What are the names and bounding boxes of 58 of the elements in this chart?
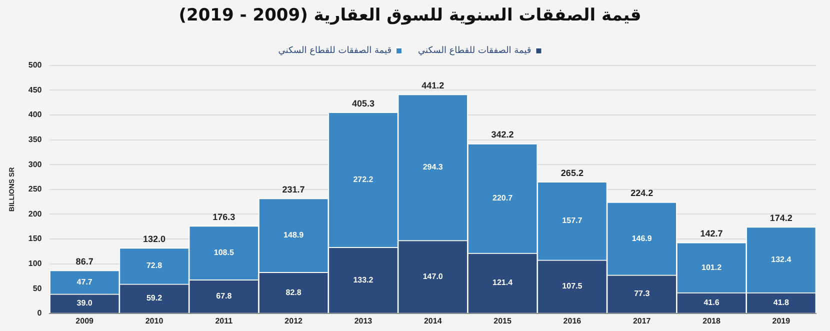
- y-tick-label: 350: [28, 135, 42, 144]
- x-tick-label: 2010: [145, 316, 164, 326]
- total-label: 224.2: [630, 188, 654, 198]
- x-tick-label: 2015: [494, 316, 512, 326]
- y-tick-label: 400: [28, 110, 42, 120]
- total-label: 174.2: [770, 212, 792, 223]
- total-label: 132.0: [142, 234, 166, 244]
- total-label: 342.2: [491, 130, 514, 140]
- total-label: 405.3: [352, 98, 374, 108]
- y-tick-label: 150: [28, 234, 42, 244]
- y-tick-label: 450: [28, 85, 42, 94]
- y-tick-label: 50: [32, 284, 42, 293]
- x-tick-label: 2009: [76, 316, 94, 326]
- total-label: 142.7: [700, 228, 723, 239]
- data-label: 132.4: [771, 255, 792, 264]
- legend-label: قيمة الصفقات للقطاع السكني: [278, 46, 392, 56]
- data-label: 77.3: [634, 289, 650, 298]
- chart-title: قيمة الصفقات السنوية للسوق العقارية (2009 - 2019): [178, 6, 642, 26]
- data-label: 148.9: [284, 230, 304, 240]
- total-label: 441.2: [422, 80, 444, 90]
- x-tick-label: 2014: [424, 316, 442, 326]
- total-label: 86.7: [76, 256, 94, 266]
- data-label: 41.6: [704, 298, 720, 308]
- data-label: 39.0: [76, 298, 93, 308]
- total-label: 231.7: [282, 184, 305, 194]
- data-label: 82.8: [286, 288, 302, 297]
- data-label: 59.2: [146, 294, 163, 303]
- total-label: 176.3: [212, 212, 236, 222]
- data-label: 133.2: [353, 275, 374, 284]
- data-label: 108.5: [214, 248, 234, 258]
- data-label: 147.0: [422, 272, 444, 281]
- y-tick-label: 200: [28, 209, 42, 218]
- y-tick-label: 500: [28, 60, 42, 70]
- x-tick-label: 2017: [632, 316, 652, 326]
- x-tick-label: 2011: [215, 316, 234, 326]
- total-label: 265.2: [560, 168, 584, 178]
- y-tick-label: 300: [28, 160, 42, 169]
- data-label: 101.2: [701, 262, 722, 272]
- data-label: 272.2: [353, 175, 374, 184]
- x-tick-label: 2016: [563, 316, 582, 326]
- data-label: 121.4: [492, 278, 514, 288]
- legend-label: قيمة الصفقات للقطاع السكني: [418, 46, 532, 56]
- data-label: 146.9: [632, 234, 652, 243]
- data-label: 47.7: [76, 277, 93, 286]
- data-label: 72.8: [146, 261, 163, 270]
- x-tick-label: 2013: [354, 316, 373, 326]
- data-label: 67.8: [216, 292, 232, 301]
- data-label: 157.7: [562, 216, 583, 226]
- x-tick-label: 2019: [772, 316, 791, 326]
- y-tick-label: 250: [28, 184, 42, 194]
- data-label: 41.8: [773, 298, 790, 307]
- data-label: 220.7: [492, 194, 514, 203]
- data-label: 107.5: [562, 282, 583, 291]
- y-tick-label: 0: [37, 308, 42, 318]
- x-tick-label: 2012: [284, 316, 304, 326]
- y-tick-label: 100: [28, 259, 42, 268]
- data-label: 294.3: [422, 162, 444, 172]
- x-tick-label: 2018: [702, 316, 721, 326]
